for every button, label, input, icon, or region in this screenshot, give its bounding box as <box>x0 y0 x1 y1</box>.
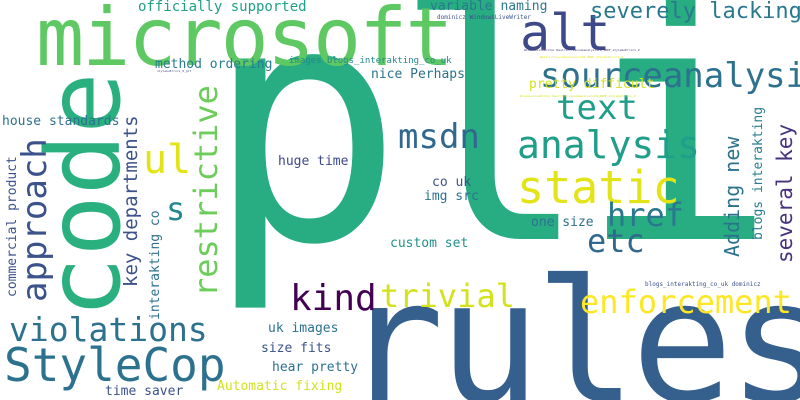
word-size-fits: size fits <box>261 342 331 355</box>
word-severely-lacking: severely lacking <box>590 1 800 23</box>
word-nice-perhaps: nice Perhaps <box>371 68 465 81</box>
word-style-errors-gif: styleGuErrors_9_gif <box>157 70 191 73</box>
word-time-saver: time saver <box>105 385 183 398</box>
word-blogs-dominicz: blogs_interakting_co_uk dominicz <box>645 282 761 288</box>
word-violations: violations <box>9 313 208 346</box>
word-s: s <box>166 193 185 225</box>
word-trivial: trivial <box>380 280 515 312</box>
word-custom-set: custom set <box>390 237 468 250</box>
word-adding-new: Adding new <box>722 137 742 257</box>
word-co-uk: co uk <box>432 176 471 189</box>
word-dominicz-wlw: dominicz WindowsLiveWriter <box>437 15 531 21</box>
word-house-standards: house standards <box>2 115 119 128</box>
word-restrictive: restrictive <box>190 85 222 297</box>
word-enforcement: enforcement <box>580 286 792 318</box>
word-pretty-difficult: pretty difficult <box>529 78 654 91</box>
word-uk-images: uk images <box>268 322 338 335</box>
word-analysis: analysis <box>517 126 700 164</box>
word-interakting-co: interakting co <box>149 210 162 320</box>
word-kind: kind <box>290 281 377 317</box>
word-key-departments: key departments <box>122 115 141 287</box>
word-one-size: one size <box>531 216 594 229</box>
word-msdn: msdn <box>398 120 480 154</box>
word-automatic-fixing: Automatic fixing <box>217 380 342 393</box>
word-wlw-restrictive-1: WindowsLiveWriter Restrictivecodeanalysi… <box>524 49 640 52</box>
word-img-src: img src <box>424 190 479 203</box>
word-wlw-restrictive-2: WindowsLiveWriter Restrictivecodeanalysi… <box>520 95 636 98</box>
word-huge-time: huge time <box>278 155 348 168</box>
word-ul: ul <box>143 140 191 180</box>
word-officially-supported: officially supported <box>138 0 307 14</box>
word-images-blogs: images blogs_interakting_co_uk <box>289 57 452 66</box>
word-variable-naming: variable naming <box>430 0 547 13</box>
word-approach: approach <box>18 138 52 302</box>
word-etc: etc <box>587 225 645 257</box>
word-hear-pretty: hear pretty <box>272 361 358 374</box>
word-blogs-interakting: blogs interakting <box>752 107 765 240</box>
word-several-key: several key <box>775 124 796 263</box>
word-commercial-product: commercial product <box>6 156 19 297</box>
word-restrictive-analysis-errors: RestrictivecodeanalysisCN_98DF_styleGuEr… <box>540 56 623 59</box>
